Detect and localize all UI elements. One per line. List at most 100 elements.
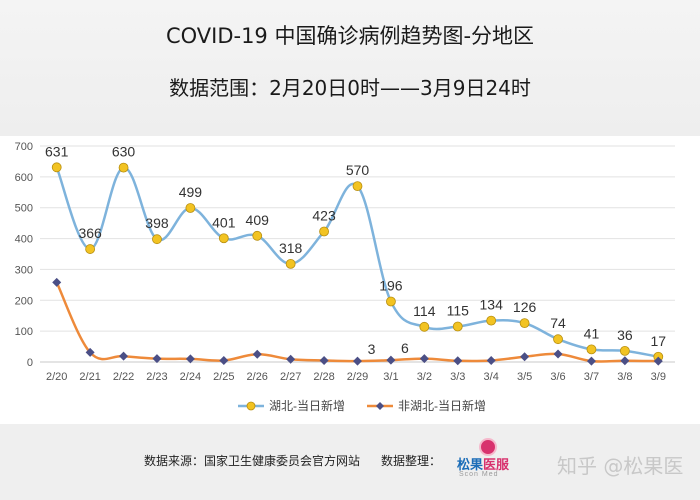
logo-text-a: 松果	[457, 458, 484, 473]
data-point	[386, 296, 396, 307]
footer: 数据来源：国家卫生健康委员会官方网站 数据整理： 松果医服 Scon Med 知…	[0, 424, 700, 500]
x-tick-label: 3/5	[517, 371, 532, 383]
data-label: 17	[651, 333, 667, 349]
data-label: 570	[346, 162, 370, 178]
data-point	[520, 352, 530, 362]
data-point	[252, 230, 263, 241]
scon-med-logo: 松果医服 Scon Med	[453, 436, 533, 484]
data-source-text: 数据来源：国家卫生健康委员会官方网站	[144, 454, 361, 468]
x-tick-label: 2/24	[180, 371, 201, 383]
x-tick-label: 2/21	[79, 371, 100, 383]
chart-area: 0 100 200 300 400 500 600 700 2/20 2/21 2/22 2/23 2…	[0, 136, 700, 424]
data-label: 196	[379, 278, 403, 294]
x-tick-label: 3/6	[550, 371, 565, 383]
data-point	[419, 321, 430, 332]
data-point	[653, 356, 663, 366]
data-point	[620, 356, 630, 366]
data-label: 398	[145, 215, 169, 231]
logo-subtext: Scon Med	[459, 471, 499, 478]
x-tick-label: 3/7	[584, 371, 599, 383]
data-label: 114	[413, 303, 436, 319]
x-tick-label: 2/28	[313, 371, 334, 383]
data-label: 318	[279, 240, 303, 256]
data-label: 74	[550, 315, 566, 331]
chart-title: COVID-19 中国确诊病例趋势图-分地区	[165, 24, 535, 48]
y-tick-label: 0	[27, 357, 33, 369]
data-point	[453, 356, 463, 366]
x-tick-label: 3/2	[417, 371, 432, 383]
x-tick-label: 2/25	[213, 371, 234, 383]
logo-text-b: 医服	[483, 458, 510, 473]
data-label: 499	[179, 184, 203, 200]
data-point	[85, 244, 96, 254]
x-tick-label: 2/22	[113, 371, 134, 383]
data-point	[185, 203, 196, 213]
data-arranger-text: 数据整理：	[381, 454, 442, 468]
logo-mark-icon	[479, 438, 497, 456]
y-tick-label: 400	[15, 234, 33, 246]
y-tick-label: 700	[15, 141, 33, 153]
data-point	[85, 347, 95, 357]
chart-header: COVID-19 中国确诊病例趋势图-分地区 数据范围：2月20日0时——3月9…	[0, 0, 700, 136]
data-label: 6	[401, 340, 409, 356]
data-point	[486, 355, 496, 365]
line-chart: 0 100 200 300 400 500 600 700 2/20 2/21 2/22 2/23 2…	[15, 141, 675, 413]
data-point	[352, 181, 363, 192]
x-tick-label: 3/9	[651, 371, 666, 383]
data-label: 423	[312, 207, 336, 223]
data-label: 134	[480, 297, 504, 313]
legend-marker	[376, 402, 384, 410]
x-tick-label: 3/3	[450, 371, 465, 383]
chart-subtitle: 数据范围：2月20日0时——3月9日24时	[169, 76, 531, 100]
data-label: 3	[368, 341, 376, 357]
legend-marker	[246, 401, 256, 411]
data-point	[519, 318, 530, 329]
data-label: 36	[617, 327, 633, 343]
data-label: 41	[584, 325, 600, 341]
data-point	[319, 355, 329, 365]
data-point	[252, 349, 262, 359]
data-point	[619, 345, 630, 356]
data-point	[586, 344, 597, 355]
y-tick-label: 300	[15, 264, 33, 276]
data-point	[119, 351, 129, 361]
data-point	[152, 354, 162, 364]
y-tick-label: 200	[15, 295, 33, 307]
watermark: 知乎 @松果医	[557, 454, 684, 478]
data-point	[386, 355, 396, 365]
legend-label-1: 非湖北-当日新增	[398, 398, 486, 413]
data-point	[185, 354, 195, 364]
y-tick-label: 100	[15, 326, 33, 338]
data-point	[553, 349, 563, 359]
y-tick-label: 500	[15, 203, 33, 215]
data-point	[286, 354, 296, 364]
x-tick-label: 2/29	[347, 371, 368, 383]
data-label: 126	[513, 299, 537, 315]
legend-label-0: 湖北-当日新增	[269, 398, 345, 413]
data-point	[152, 234, 162, 245]
data-point	[586, 356, 596, 366]
data-point	[218, 233, 229, 244]
y-tick-label: 600	[15, 172, 33, 184]
series-line-1	[55, 281, 659, 363]
series-line-0	[55, 166, 659, 358]
x-tick-label: 3/8	[617, 371, 632, 383]
data-point	[118, 162, 129, 173]
data-label: 366	[78, 225, 102, 241]
data-point	[51, 162, 62, 173]
data-point	[52, 277, 62, 287]
x-tick-label: 3/1	[383, 371, 398, 383]
x-tick-label: 2/23	[146, 371, 167, 383]
data-label: 630	[112, 144, 136, 160]
x-tick-label: 2/27	[280, 371, 301, 383]
data-point	[553, 334, 563, 345]
data-point	[419, 354, 429, 364]
data-label: 401	[212, 214, 236, 230]
data-point	[486, 315, 497, 326]
data-label: 409	[246, 212, 270, 228]
data-point	[452, 321, 463, 332]
data-label: 115	[447, 303, 470, 319]
x-tick-label: 2/20	[46, 371, 67, 383]
data-label: 631	[45, 143, 69, 159]
data-point	[219, 355, 229, 365]
